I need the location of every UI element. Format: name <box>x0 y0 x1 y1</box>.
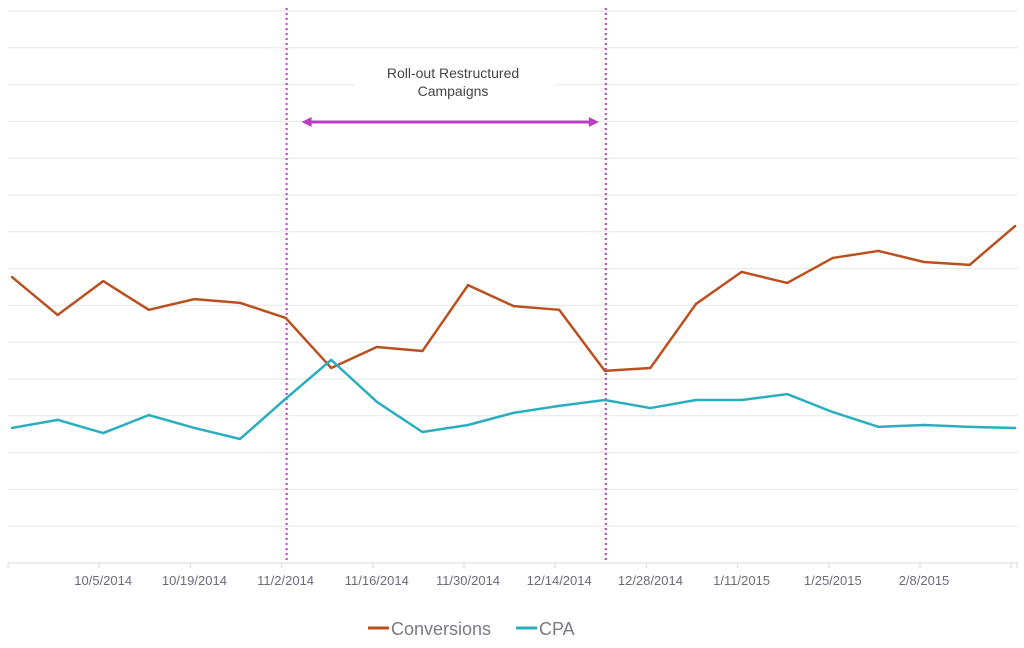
data-point-conversions <box>102 279 105 283</box>
data-point-conversions <box>238 301 242 305</box>
data-point-cpa <box>558 404 561 408</box>
data-point-cpa <box>1014 426 1017 430</box>
data-point-cpa <box>968 425 971 429</box>
data-point-cpa <box>694 398 698 402</box>
arrow-head-left <box>301 117 312 127</box>
arrow-head-right <box>588 117 599 127</box>
data-point-conversions <box>968 263 971 267</box>
rollout-annotation: Roll-out Restructured Campaigns <box>301 58 599 127</box>
data-point-cpa <box>10 426 14 430</box>
data-point-conversions <box>740 270 743 274</box>
data-point-cpa <box>102 431 105 435</box>
data-point-conversions <box>466 283 470 287</box>
x-axis: 10/5/2014 10/19/2014 11/2/2014 11/16/2014 11… <box>7 562 1018 588</box>
x-tick-label: 2/8/2015 <box>899 573 950 588</box>
data-point-cpa <box>786 392 789 396</box>
series-lines <box>10 224 1017 441</box>
series-line-cpa <box>11 358 1016 441</box>
data-point-conversions <box>147 308 150 312</box>
data-point-conversions <box>512 304 515 308</box>
data-point-cpa <box>922 423 926 427</box>
data-point-cpa <box>284 397 287 401</box>
x-tick-label: 1/11/2015 <box>713 573 770 588</box>
data-point-cpa <box>740 398 743 402</box>
data-point-conversions <box>10 275 14 279</box>
annotation-line-1: Roll-out Restructured <box>387 65 519 81</box>
data-point-conversions <box>694 302 698 306</box>
data-point-conversions <box>786 281 789 285</box>
x-tick-label: 12/14/2014 <box>527 573 592 588</box>
data-point-conversions <box>284 316 287 320</box>
annotation-line-2: Campaigns <box>418 83 489 99</box>
data-point-conversions <box>603 369 606 373</box>
series-line-conversions <box>11 224 1017 373</box>
range-arrow <box>301 117 599 127</box>
data-point-cpa <box>466 423 470 427</box>
data-point-conversions <box>330 366 333 370</box>
data-point-conversions <box>922 260 926 264</box>
data-point-cpa <box>193 426 196 430</box>
data-point-conversions <box>421 349 424 353</box>
annotation-background <box>355 58 555 104</box>
x-tick-label: 11/30/2014 <box>436 573 500 588</box>
x-tick-label: 12/28/2014 <box>618 573 683 588</box>
data-point-cpa <box>831 410 834 414</box>
data-point-cpa <box>375 400 378 404</box>
x-tick-label: 11/16/2014 <box>345 573 409 588</box>
x-tick-label: 1/25/2015 <box>804 573 862 588</box>
data-point-cpa <box>649 406 652 410</box>
data-point-conversions <box>375 345 378 349</box>
data-point-conversions <box>649 366 652 370</box>
data-point-cpa <box>877 425 880 429</box>
legend-label-conversions: Conversions <box>391 619 491 639</box>
data-point-conversions <box>877 249 880 253</box>
data-point-cpa <box>421 430 424 434</box>
data-point-cpa <box>603 398 606 402</box>
data-point-conversions <box>193 297 196 301</box>
data-point-cpa <box>238 437 242 441</box>
x-tick-label: 10/5/2014 <box>74 573 132 588</box>
data-point-conversions <box>56 313 59 317</box>
x-tick-label: 10/19/2014 <box>162 573 227 588</box>
data-point-conversions <box>831 256 834 260</box>
x-tick-label: 11/2/2014 <box>257 573 314 588</box>
legend: Conversions CPA <box>368 619 575 639</box>
data-point-cpa <box>330 358 333 362</box>
data-point-cpa <box>512 411 515 415</box>
legend-label-cpa: CPA <box>539 619 575 639</box>
data-point-conversions <box>558 308 561 312</box>
data-point-cpa <box>56 418 59 422</box>
data-point-conversions <box>1014 224 1017 228</box>
data-point-cpa <box>147 413 150 417</box>
